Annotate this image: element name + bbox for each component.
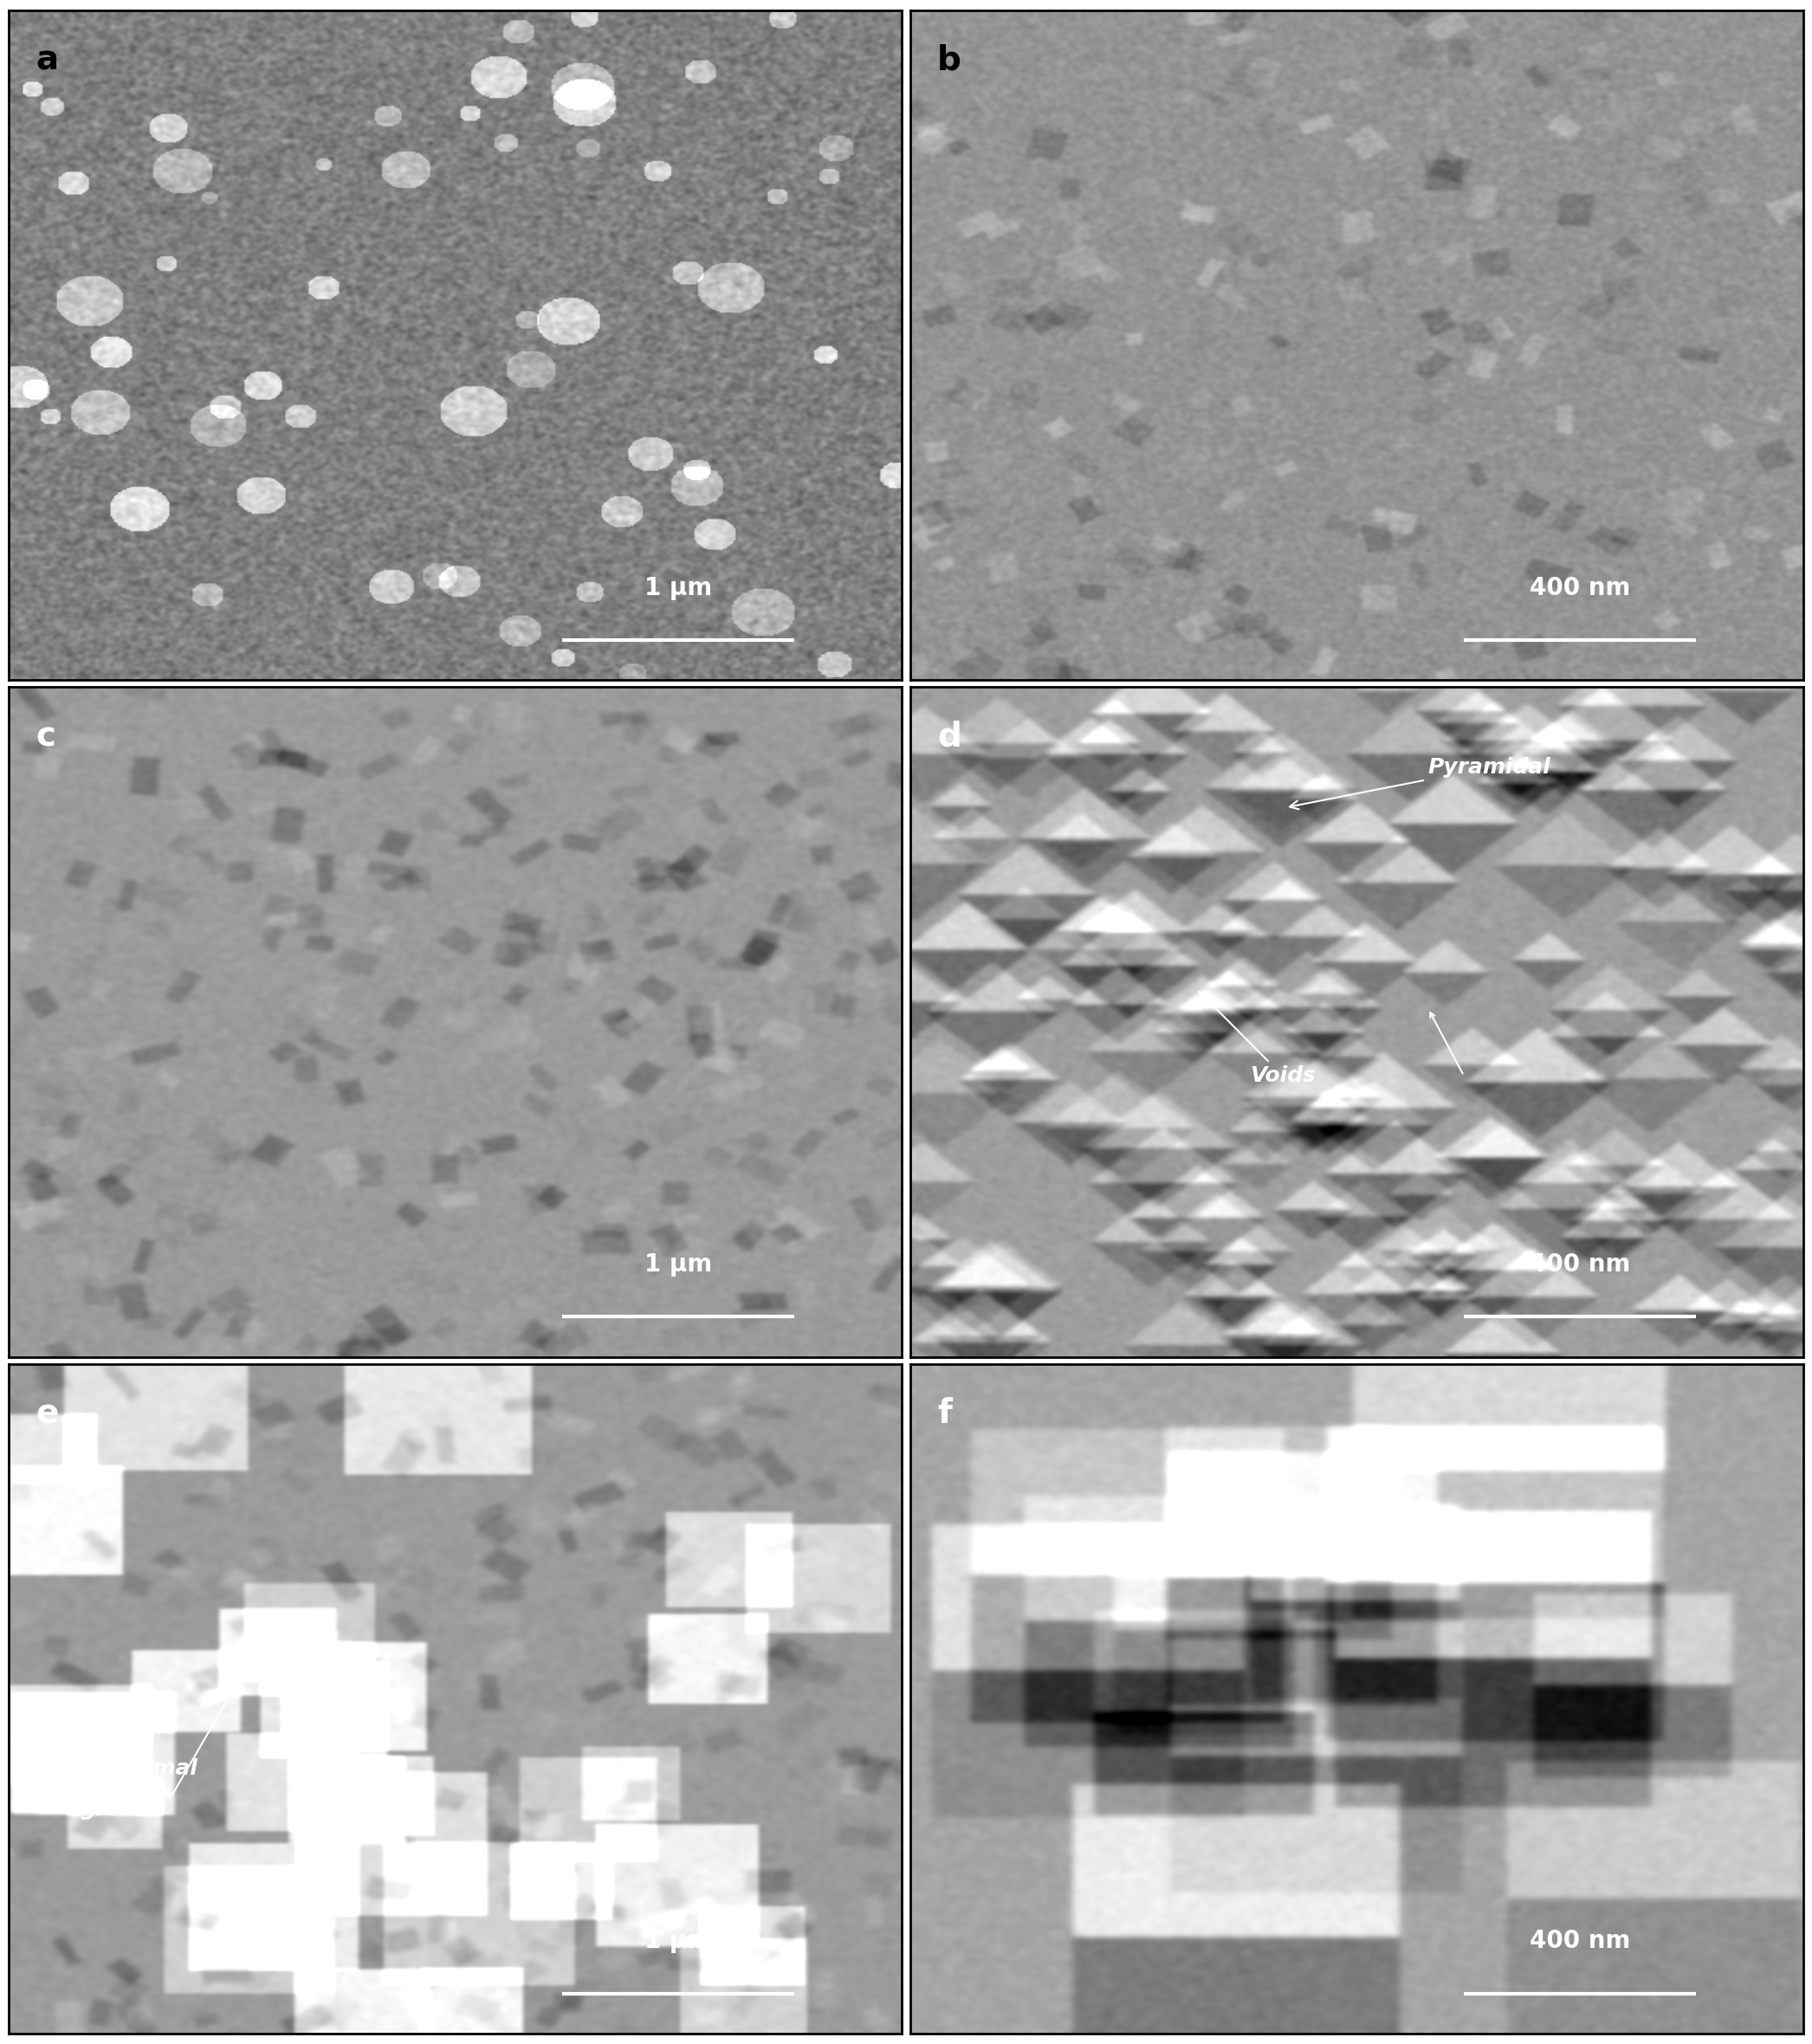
Text: b: b — [937, 43, 962, 76]
Text: e: e — [36, 1398, 58, 1431]
Text: 1 μm: 1 μm — [645, 576, 712, 599]
Text: c: c — [36, 719, 56, 754]
Text: growth: growth — [80, 1799, 167, 1819]
Text: 400 nm: 400 nm — [1529, 576, 1631, 599]
Text: a: a — [36, 43, 58, 76]
Text: 1 μm: 1 μm — [645, 1253, 712, 1278]
Text: Voids: Voids — [1200, 991, 1316, 1085]
Text: d: d — [937, 719, 962, 754]
Text: Abnormal: Abnormal — [80, 1758, 198, 1778]
Text: 400 nm: 400 nm — [1529, 1930, 1631, 1954]
Text: 1 μm: 1 μm — [645, 1930, 712, 1954]
Text: 400 nm: 400 nm — [1529, 1253, 1631, 1278]
Text: Pyramidal: Pyramidal — [1290, 756, 1551, 809]
Text: f: f — [937, 1398, 951, 1431]
